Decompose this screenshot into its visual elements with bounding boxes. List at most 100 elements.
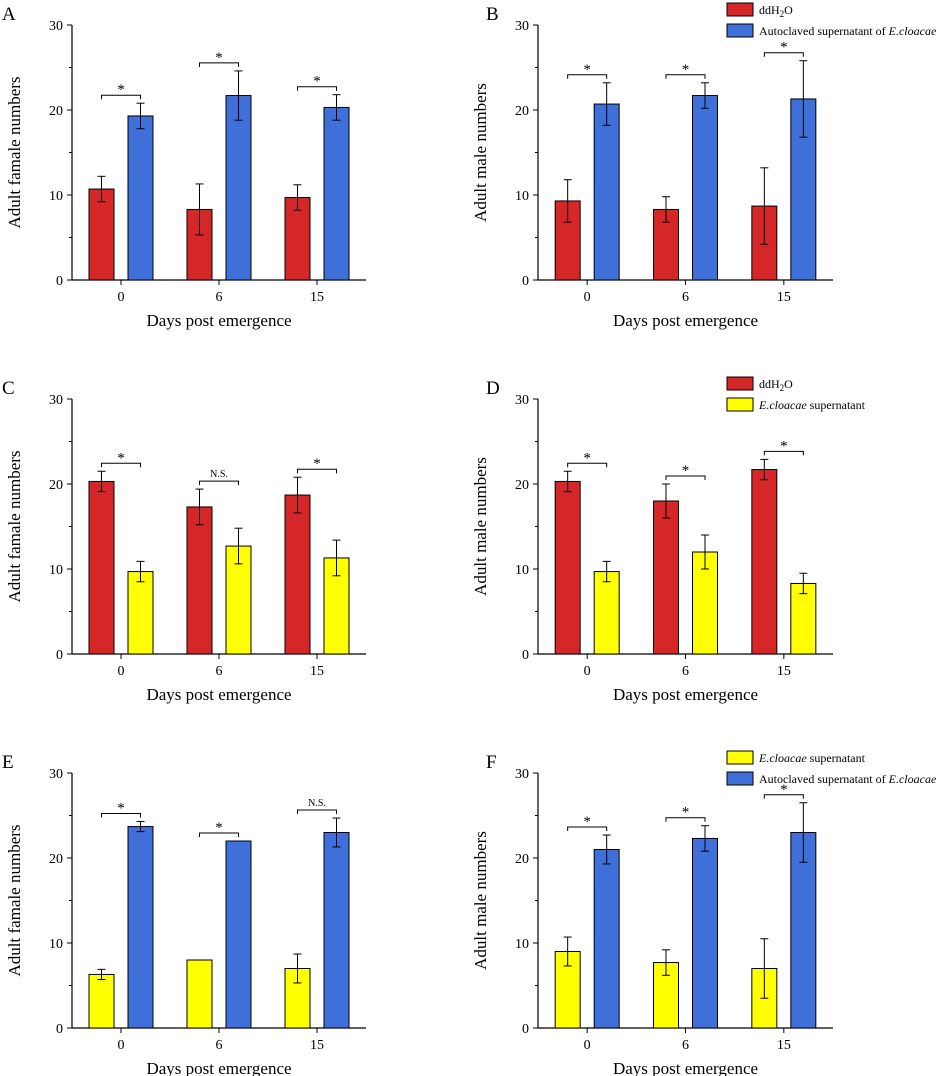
legend-swatch-ddh2o [726,2,754,17]
significance-bracket [665,817,706,822]
significance-bracket [763,794,804,799]
significance-bracket [101,94,141,100]
y-axis-title: Adult famale numbers [5,76,24,228]
y-tick-label: 30 [49,767,63,782]
legend-swatch-autoclaved [726,23,754,38]
y-axis-title: Adult famale numbers [5,450,24,602]
significance-label: * [682,805,690,821]
bar-autoclaved [692,95,718,281]
y-tick-label: 30 [515,767,529,782]
bar-ddh2o [186,506,213,655]
significance-label: * [215,50,223,66]
bar-autoclaved [225,840,252,1029]
significance-label: * [682,62,690,78]
legend-label-autoclaved: Autoclaved supernatant of E.cloacae [759,24,937,38]
x-tick-label: 6 [682,1038,689,1053]
bar-autoclaved [323,106,350,281]
y-tick-label: 20 [49,104,63,119]
significance-label: * [117,82,125,98]
significance-bracket [101,462,141,468]
significance-label: * [313,456,321,472]
y-axis-title: Adult male numbers [471,83,490,222]
bar-autoclaved [127,115,154,281]
y-tick-label: 0 [522,274,529,289]
x-axis-title: Days post emergence [613,311,758,330]
legend-swatch-ddh2o [726,376,754,391]
significance-label: * [583,62,591,78]
y-tick-label: 30 [515,393,529,408]
x-axis-title: Days post emergence [146,685,291,704]
panel-e: E 0 10 20 30 0 6 15 Days post emergence Adult fam… [2,752,366,1076]
bar-supernatant [790,582,817,655]
significance-bracket [297,86,337,91]
significance-bracket [101,812,141,818]
significance-bracket [297,468,337,474]
legend-swatch-supernatant [726,397,754,412]
panel-letter: A [2,4,16,25]
y-axis-title: Adult male numbers [471,457,490,596]
significance-label: N.S. [308,798,326,809]
y-tick-label: 30 [49,19,63,34]
x-tick-label: 0 [118,664,125,679]
significance-bracket [665,74,706,79]
significance-bracket [763,52,804,57]
significance-label: * [780,40,788,56]
y-tick-label: 10 [515,189,529,204]
y-axis-title: Adult famale numbers [5,824,24,976]
bar-ddh2o [751,469,778,655]
significance-bracket [297,809,337,815]
y-tick-label: 10 [49,937,63,952]
panel-f: F 0 10 20 30 0 6 15 Days post emergence Adult mal… [471,750,937,1076]
x-tick-label: 15 [310,290,324,305]
x-tick-label: 15 [777,664,791,679]
significance-label: * [780,438,788,454]
bar-supernatant [593,571,620,655]
x-tick-label: 6 [216,664,223,679]
y-tick-label: 10 [49,563,63,578]
legend-swatch-autoclaved [726,771,754,786]
panel-d: D 0 10 20 30 0 6 15 Days post emergence Adult mal… [471,376,866,704]
x-tick-label: 6 [682,664,689,679]
bar-supernatant [127,571,154,655]
significance-bracket [199,832,239,837]
panel-letter: E [2,752,14,773]
x-tick-label: 0 [584,1038,591,1053]
legend-label-supernatant: E.cloacae supernatant [758,398,866,412]
significance-bracket [199,62,239,67]
y-tick-label: 20 [49,478,63,493]
y-tick-label: 0 [56,648,63,663]
x-tick-label: 15 [310,1038,324,1053]
bar-autoclaved [127,826,154,1029]
x-tick-label: 6 [216,1038,223,1053]
y-axis-title: Adult male numbers [471,831,490,970]
x-tick-label: 0 [584,290,591,305]
legend-label-ddh2o: ddH2O [759,377,793,393]
bar-supernatant [186,959,213,1029]
panel-b: B 0 10 20 30 0 6 15 Days post emergence Adult mal… [471,2,937,330]
bar-supernatant [88,973,115,1029]
x-tick-label: 0 [584,664,591,679]
significance-label: * [780,782,788,798]
legend-label-autoclaved: Autoclaved supernatant of E.cloacae [759,772,937,786]
x-axis-title: Days post emergence [146,1059,291,1076]
y-tick-label: 20 [515,104,529,119]
panel-letter: B [486,4,499,25]
panel-letter: D [486,378,500,399]
panel-c: C 0 10 20 30 0 6 15 Days post emergence Adult fam… [2,378,366,704]
significance-label: * [682,463,690,479]
x-tick-label: 15 [777,290,791,305]
legend-label-supernatant: E.cloacae supernatant [758,751,866,765]
x-tick-label: 0 [118,290,125,305]
y-tick-label: 10 [515,937,529,952]
panel-letter: C [2,378,15,399]
significance-bracket [567,74,608,79]
x-tick-label: 6 [682,290,689,305]
x-axis-title: Days post emergence [613,1059,758,1076]
bar-autoclaved [323,832,350,1029]
x-tick-label: 0 [118,1038,125,1053]
legend-label-ddh2o: ddH2O [759,3,793,19]
bar-autoclaved [225,95,252,281]
bar-ddh2o [88,480,115,655]
y-tick-label: 30 [515,19,529,34]
significance-bracket [763,450,804,456]
